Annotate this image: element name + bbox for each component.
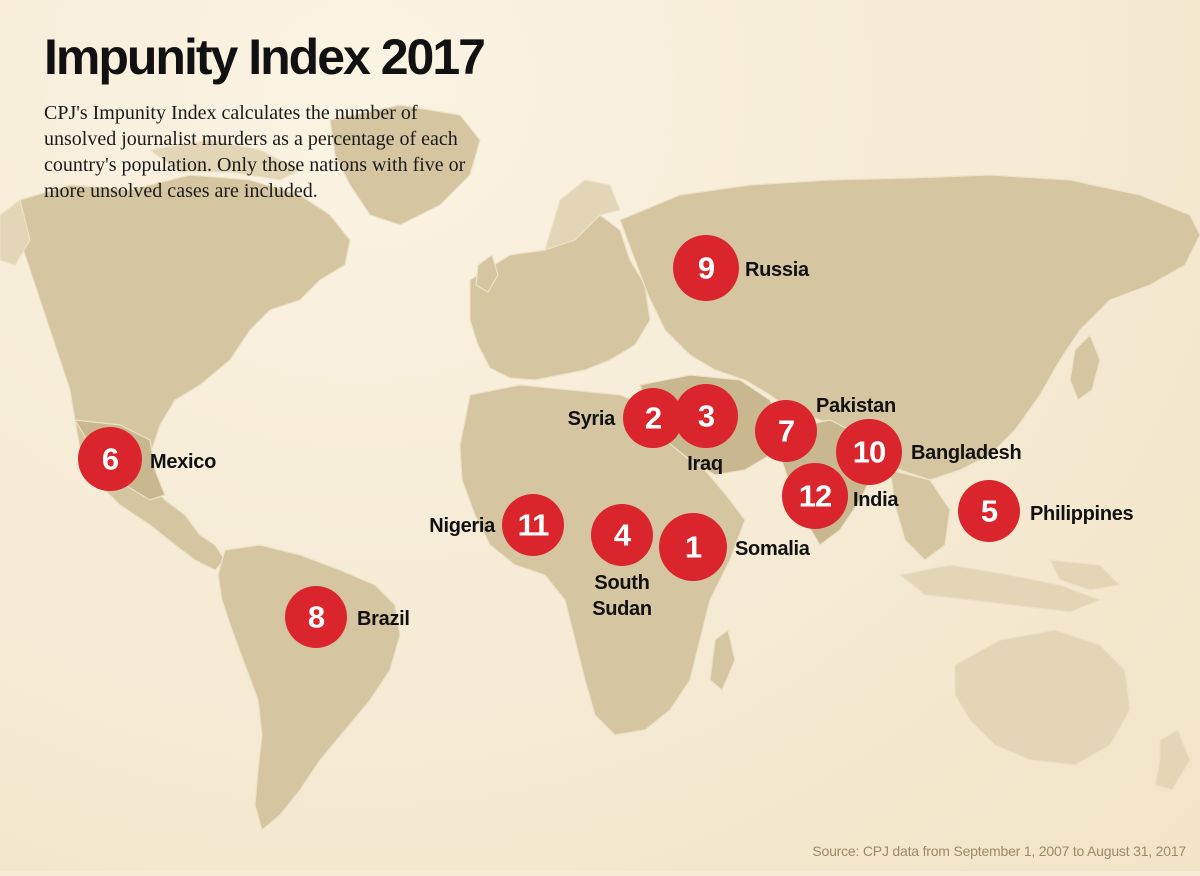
marker-iraq: 3 Iraq — [674, 384, 738, 475]
marker-pakistan: 7 Pakistan — [755, 395, 896, 462]
continents — [0, 104, 1200, 832]
marker-bangladesh: 10 Bangladesh — [836, 419, 1022, 485]
marker-brazil: 8 Brazil — [285, 586, 410, 648]
marker-philippines: 5 Philippines — [958, 480, 1134, 542]
marker-russia: 9 Russia — [673, 235, 810, 301]
marker-circle — [591, 504, 653, 566]
landmass-southeast-asia — [889, 469, 951, 561]
marker-layer: 1 Somalia 2 Syria 3 Iraq 4 South Sudan 5 Philippin… — [78, 235, 1134, 648]
marker-rank: 6 — [102, 442, 119, 477]
landmass-australia — [954, 629, 1131, 766]
marker-south-sudan: 4 South Sudan — [591, 504, 653, 620]
marker-circle — [836, 419, 902, 485]
marker-mexico: 6 Mexico — [78, 427, 216, 491]
landmass-indonesia — [898, 564, 1102, 613]
marker-nigeria: 11 Nigeria — [429, 494, 564, 556]
landmass-new-zealand — [1154, 729, 1191, 791]
country-label: Mexico — [150, 451, 216, 473]
marker-rank: 2 — [645, 401, 661, 436]
marker-rank: 10 — [853, 435, 885, 470]
landmass-north-america — [19, 174, 351, 571]
marker-rank: 8 — [308, 600, 325, 635]
landmass-scandinavia — [544, 179, 621, 251]
landmass-alaska — [0, 198, 31, 266]
marker-circle — [623, 388, 683, 448]
marker-rank: 9 — [698, 251, 715, 286]
marker-rank: 5 — [981, 494, 998, 529]
map-description: CPJ's Impunity Index calculates the numb… — [44, 102, 466, 202]
landmass-japan — [1069, 333, 1101, 401]
marker-circle — [285, 586, 347, 648]
marker-circle — [755, 400, 817, 462]
marker-circle — [502, 494, 564, 556]
marker-rank: 3 — [698, 399, 715, 434]
landmass-uk — [475, 254, 499, 293]
country-label: Russia — [745, 259, 810, 281]
marker-circle — [78, 427, 142, 491]
country-label: Bangladesh — [911, 442, 1021, 464]
marker-somalia: 1 Somalia — [659, 513, 811, 581]
marker-circle — [673, 235, 739, 301]
marker-rank: 12 — [799, 479, 831, 514]
page-title: Impunity Index 2017 — [44, 29, 486, 85]
country-label: South Sudan — [592, 572, 652, 620]
marker-rank: 7 — [778, 414, 794, 449]
marker-rank: 11 — [518, 508, 550, 543]
country-label: Brazil — [357, 608, 410, 630]
landmass-greenland — [329, 104, 481, 226]
marker-circle — [674, 384, 738, 448]
marker-rank: 4 — [614, 518, 632, 553]
country-label: Nigeria — [429, 515, 496, 537]
country-label: Somalia — [735, 538, 811, 560]
country-label: India — [853, 489, 899, 511]
marker-circle — [659, 513, 727, 581]
country-label: Syria — [568, 408, 617, 430]
landmass-madagascar — [709, 628, 736, 691]
marker-syria: 2 Syria — [568, 388, 683, 448]
source-note: Source: CPJ data from September 1, 2007 … — [812, 843, 1186, 859]
marker-rank: 1 — [685, 530, 702, 565]
landmass-canada-arctic — [148, 139, 302, 181]
landmass-new-guinea — [1048, 559, 1122, 591]
landmass-asia — [619, 174, 1200, 481]
marker-circle — [958, 480, 1020, 542]
marker-india: 12 India — [782, 463, 900, 529]
landmass-south-america — [217, 544, 401, 832]
country-label: Pakistan — [816, 395, 896, 417]
marker-circle — [782, 463, 848, 529]
country-label: Philippines — [1030, 503, 1134, 525]
country-label: Iraq — [687, 453, 722, 475]
